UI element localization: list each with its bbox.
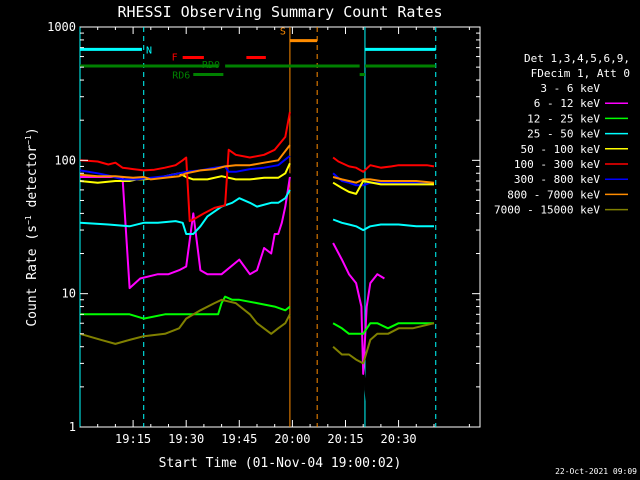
- y-tick-label-1: 10: [62, 287, 76, 301]
- series-line-5: [79, 111, 291, 223]
- legend-label-2: 12 - 25 keV: [527, 112, 600, 125]
- flag-label-n: N: [146, 45, 152, 56]
- series-line-3: [79, 189, 291, 235]
- legend-label-3: 25 - 50 keV: [527, 128, 600, 141]
- legend-label-8: 7000 - 15000 keV: [494, 204, 600, 217]
- y-axis-label-main: Count Rate (s: [25, 225, 40, 327]
- legend-label-6: 300 - 800 keV: [514, 173, 600, 186]
- series-line-2: [80, 295, 291, 320]
- x-tick-label-1: 19:30: [168, 432, 204, 446]
- y-tick-label-2: 100: [54, 153, 76, 167]
- y-axis-ticks: 1 10 100 1000: [47, 20, 480, 434]
- series-line-after-gap-1: [332, 172, 435, 187]
- series-line-1: [80, 176, 291, 290]
- series-line-after-gap-8: [332, 322, 435, 365]
- chart-title: RHESSI Observing Summary Count Rates: [117, 3, 442, 21]
- y-tick-label-0: 1: [69, 420, 76, 434]
- y-axis-label-end: ): [25, 127, 40, 135]
- legend-header-line-2: FDecim 1, Att 0: [531, 67, 630, 80]
- x-tick-label-2: 19:45: [221, 432, 257, 446]
- x-tick-label-3: 20:00: [274, 432, 310, 446]
- series-group: [79, 111, 435, 417]
- y-axis-label-mid: detector: [25, 145, 40, 216]
- series-line-0: [80, 172, 291, 285]
- legend: Det 1,3,4,5,6,9, FDecim 1, Att 0 3 - 6 k…: [494, 52, 630, 217]
- plot-area: N S F RD0 RD6: [79, 26, 481, 428]
- legend-label-5: 100 - 300 keV: [514, 158, 600, 171]
- series-line-after-gap-7: [332, 322, 434, 335]
- legend-label-4: 50 - 100 keV: [521, 143, 601, 156]
- flag-bars: N S F RD0 RD6: [80, 27, 436, 82]
- x-tick-label-0: 19:15: [115, 432, 151, 446]
- legend-entries: 3 - 6 keV 6 - 12 keV 12 - 25 keV 25 - 50 ke…: [494, 82, 628, 217]
- x-axis-label: Start Time (01-Nov-04 19:00:02): [159, 456, 402, 471]
- flag-label-rd6: RD6: [172, 71, 190, 82]
- y-axis-label-sup1: −1: [24, 215, 33, 225]
- series-line-4: [79, 162, 291, 184]
- x-tick-label-5: 20:30: [381, 432, 417, 446]
- legend-label-1: 6 - 12 keV: [534, 97, 601, 110]
- flag-label-s: S: [280, 27, 286, 38]
- legend-header-line-1: Det 1,3,4,5,6,9,: [524, 52, 630, 65]
- series-line-after-gap-0: [332, 156, 435, 173]
- legend-label-7: 800 - 7000 keV: [507, 188, 600, 201]
- flag-label-rd0: RD0: [202, 60, 220, 71]
- series-line-after-gap-6: [332, 242, 385, 375]
- vertical-markers: [79, 27, 437, 427]
- y-axis-label-sup2: −1: [24, 135, 33, 145]
- series-line-after-gap-4: [332, 218, 434, 232]
- series-line-7: [79, 144, 291, 181]
- timestamp: 22-Oct-2021 09:09: [555, 467, 637, 476]
- y-axis-label: Count Rate (s−1 detector−1): [24, 127, 40, 326]
- flag-label-f: F: [172, 53, 178, 64]
- legend-label-0: 3 - 6 keV: [540, 82, 600, 95]
- series-line-after-gap-2: [332, 176, 435, 184]
- series-line-after-gap-5: [332, 233, 375, 417]
- x-axis-ticks: 19:15 19:30 19:45 20:00 20:15 20:30: [97, 27, 470, 446]
- series-line-after-gap-3: [332, 180, 434, 195]
- x-tick-label-4: 20:15: [327, 432, 363, 446]
- y-tick-label-3: 1000: [47, 20, 76, 34]
- series-line-8: [79, 298, 291, 345]
